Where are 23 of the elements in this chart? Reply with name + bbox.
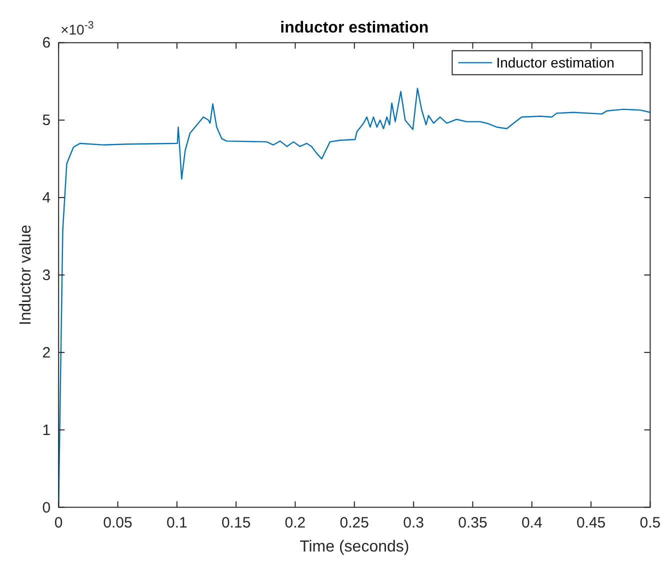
y-tick-label: 4: [42, 190, 51, 207]
x-tick-label: 0.05: [103, 514, 132, 532]
x-tick-label: 0.25: [340, 514, 369, 532]
x-tick-label: 0.2: [284, 514, 306, 532]
x-tick-label: 0.5: [640, 514, 661, 532]
x-tick-label: 0.1: [166, 514, 188, 532]
text: ×10$^{-3}$: [60, 20, 94, 38]
x-tick-label: 0.15: [221, 514, 251, 532]
y-tick-label: 2: [42, 344, 51, 362]
legend-label: Inductor estimation: [496, 54, 614, 71]
y-axis-title: Inductor value: [18, 224, 35, 326]
x-tick-label: 0.35: [458, 514, 488, 532]
x-axis-title: Time (seconds): [300, 538, 410, 556]
x-tick-label: 0.3: [403, 514, 424, 532]
y-tick-label: 3: [42, 267, 51, 284]
y-tick-label: 0: [42, 499, 51, 516]
x-tick-label: 0.45: [576, 514, 606, 532]
chart-title: inductor estimation: [280, 20, 429, 37]
y-tick-label: 1: [42, 422, 51, 439]
x-tick-label: 0.4: [521, 514, 542, 532]
y-tick-label: 5: [42, 112, 51, 130]
y-tick-label: 6: [42, 34, 51, 52]
x-tick-label: 0: [54, 514, 63, 532]
